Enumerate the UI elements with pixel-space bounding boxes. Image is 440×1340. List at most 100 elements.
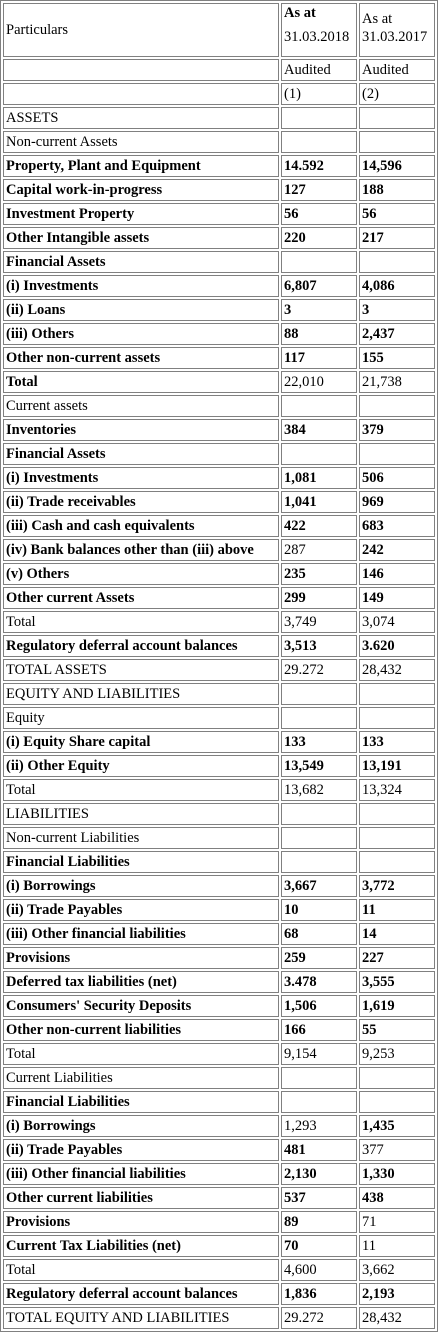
- value-2017: 683: [359, 515, 435, 537]
- value-2018: [281, 1067, 357, 1089]
- value-2018: 10: [281, 899, 357, 921]
- value-2017: 969: [359, 491, 435, 513]
- table-row: (iii) Other financial liabilities 68 14: [3, 923, 435, 945]
- value-2018: 1,506: [281, 995, 357, 1017]
- row-label: Total: [3, 611, 279, 633]
- status-row: Audited Audited: [3, 59, 435, 81]
- row-label: Regulatory deferral account balances: [3, 635, 279, 657]
- table-row: Financial Assets: [3, 251, 435, 273]
- value-2018: [281, 827, 357, 849]
- value-2017: 242: [359, 539, 435, 561]
- row-label: Property, Plant and Equipment: [3, 155, 279, 177]
- table-row: (iii) Others 88 2,437: [3, 323, 435, 345]
- row-label: Financial Liabilities: [3, 851, 279, 873]
- value-2018: [281, 1091, 357, 1113]
- table-row: (i) Equity Share capital 133 133: [3, 731, 435, 753]
- value-2017: 438: [359, 1187, 435, 1209]
- row-label: EQUITY AND LIABILITIES: [3, 683, 279, 705]
- value-2017: [359, 707, 435, 729]
- col2-number: (2): [359, 83, 435, 105]
- row-label: TOTAL EQUITY AND LIABILITIES: [3, 1307, 279, 1329]
- row-label: Provisions: [3, 947, 279, 969]
- table-row: Financial Liabilities: [3, 1091, 435, 1113]
- value-2018: 287: [281, 539, 357, 561]
- value-2017: 11: [359, 1235, 435, 1257]
- table-row: (iii) Cash and cash equivalents 422 683: [3, 515, 435, 537]
- table-row: Current Tax Liabilities (net) 70 11: [3, 1235, 435, 1257]
- value-2017: 217: [359, 227, 435, 249]
- table-row: Total 9,154 9,253: [3, 1043, 435, 1065]
- value-2018: 127: [281, 179, 357, 201]
- table-row: Provisions 89 71: [3, 1211, 435, 1233]
- row-label: Total: [3, 1043, 279, 1065]
- row-label: Other current liabilities: [3, 1187, 279, 1209]
- table-row: Investment Property 56 56: [3, 203, 435, 225]
- value-2017: 13,191: [359, 755, 435, 777]
- table-row: Other non-current assets 117 155: [3, 347, 435, 369]
- column-number-label: [3, 83, 279, 105]
- row-label: (iii) Cash and cash equivalents: [3, 515, 279, 537]
- row-label: Investment Property: [3, 203, 279, 225]
- table-row: EQUITY AND LIABILITIES: [3, 683, 435, 705]
- row-label: Equity: [3, 707, 279, 729]
- value-2018: [281, 395, 357, 417]
- table-row: LIABILITIES: [3, 803, 435, 825]
- value-2017: 3: [359, 299, 435, 321]
- value-2017: 506: [359, 467, 435, 489]
- table-row: Total 13,682 13,324: [3, 779, 435, 801]
- table-row: (ii) Loans 3 3: [3, 299, 435, 321]
- table-row: (ii) Other Equity 13,549 13,191: [3, 755, 435, 777]
- value-2017: 379: [359, 419, 435, 441]
- value-2018: 89: [281, 1211, 357, 1233]
- row-label: (ii) Loans: [3, 299, 279, 321]
- value-2018: 117: [281, 347, 357, 369]
- value-2017: 3,074: [359, 611, 435, 633]
- table-row: Total 4,600 3,662: [3, 1259, 435, 1281]
- table-row: (iii) Other financial liabilities 2,130 1,…: [3, 1163, 435, 1185]
- value-2018: 220: [281, 227, 357, 249]
- row-label: Deferred tax liabilities (net): [3, 971, 279, 993]
- value-2018: 13,682: [281, 779, 357, 801]
- row-label: Non-current Liabilities: [3, 827, 279, 849]
- value-2018: 299: [281, 587, 357, 609]
- table-row: (i) Investments 6,807 4,086: [3, 275, 435, 297]
- table-row: Financial Liabilities: [3, 851, 435, 873]
- table-row: Total 3,749 3,074: [3, 611, 435, 633]
- value-2018: 70: [281, 1235, 357, 1257]
- value-2018: [281, 683, 357, 705]
- value-2017: 28,432: [359, 659, 435, 681]
- value-2018: 384: [281, 419, 357, 441]
- table-row: Regulatory deferral account balances 1,83…: [3, 1283, 435, 1305]
- value-2017: [359, 131, 435, 153]
- value-2017: [359, 251, 435, 273]
- table-row: (i) Investments 1,081 506: [3, 467, 435, 489]
- table-row: Other current Assets 299 149: [3, 587, 435, 609]
- value-2017: 3,662: [359, 1259, 435, 1281]
- table-row: (iv) Bank balances other than (iii) abov…: [3, 539, 435, 561]
- value-2017: 155: [359, 347, 435, 369]
- value-2018: 481: [281, 1139, 357, 1161]
- value-2018: 68: [281, 923, 357, 945]
- table-row: Inventories 384 379: [3, 419, 435, 441]
- value-2017: 55: [359, 1019, 435, 1041]
- value-2018: 3,513: [281, 635, 357, 657]
- row-label: Total: [3, 1259, 279, 1281]
- row-label: (ii) Trade Payables: [3, 1139, 279, 1161]
- row-label: (i) Investments: [3, 467, 279, 489]
- table-row: (ii) Trade Payables 481 377: [3, 1139, 435, 1161]
- value-2018: 29.272: [281, 659, 357, 681]
- value-2018: [281, 131, 357, 153]
- value-2018: 9,154: [281, 1043, 357, 1065]
- value-2017: 2,193: [359, 1283, 435, 1305]
- value-2018: 1,041: [281, 491, 357, 513]
- value-2018: 1,081: [281, 467, 357, 489]
- table-row: Property, Plant and Equipment 14.592 14,59…: [3, 155, 435, 177]
- value-2018: [281, 443, 357, 465]
- value-2018: [281, 107, 357, 129]
- col2-header-line1: As at: [362, 11, 393, 27]
- table-row: (ii) Trade receivables 1,041 969: [3, 491, 435, 513]
- value-2017: 149: [359, 587, 435, 609]
- value-2018: 3.478: [281, 971, 357, 993]
- table-row: Total 22,010 21,738: [3, 371, 435, 393]
- value-2018: 22,010: [281, 371, 357, 393]
